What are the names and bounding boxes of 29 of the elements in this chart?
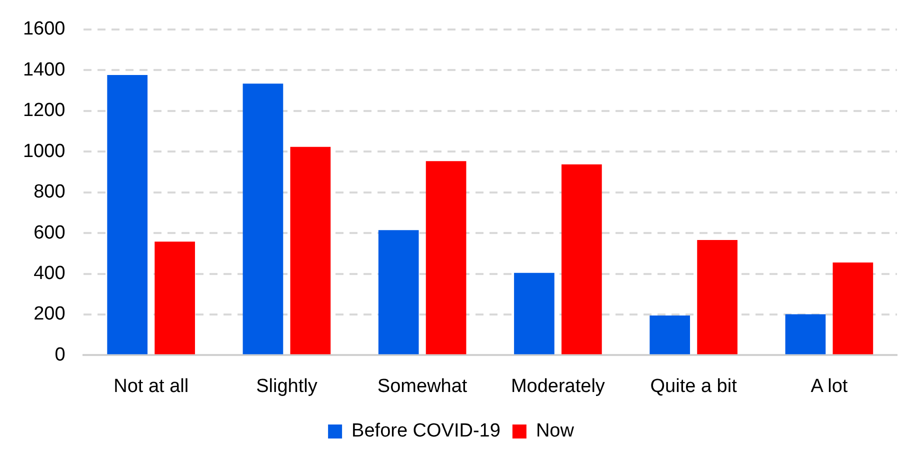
y-tick-label: 600 <box>34 222 66 244</box>
x-tick-label: Quite a bit <box>650 376 738 397</box>
bar <box>832 262 874 354</box>
x-tick-label: Not at all <box>114 376 189 397</box>
bar <box>697 240 738 354</box>
legend-label: Now <box>536 420 574 442</box>
y-tick-label: 1400 <box>22 59 66 80</box>
y-tick-label: 1200 <box>22 100 66 122</box>
bar <box>242 84 284 354</box>
bar <box>154 242 195 354</box>
x-tick-label: A lot <box>810 376 848 397</box>
bar <box>562 164 602 354</box>
legend-label: Before COVID-19 <box>352 420 500 442</box>
bar <box>785 314 826 354</box>
y-tick-label: 1000 <box>22 140 66 162</box>
y-tick-label: 400 <box>34 262 66 284</box>
bar <box>426 161 466 354</box>
y-tick-label: 800 <box>34 182 66 203</box>
y-tick-label: 0 <box>54 344 66 366</box>
bar <box>290 146 331 354</box>
x-tick-label: Somewhat <box>377 376 468 397</box>
bar <box>650 315 690 354</box>
y-tick-label: 200 <box>34 304 66 325</box>
bar <box>378 230 419 354</box>
x-tick-label: Slightly <box>256 376 318 397</box>
bar <box>107 75 148 354</box>
y-tick-label: 1600 <box>22 18 66 40</box>
x-tick-label: Moderately <box>510 376 606 397</box>
bar <box>514 272 554 354</box>
